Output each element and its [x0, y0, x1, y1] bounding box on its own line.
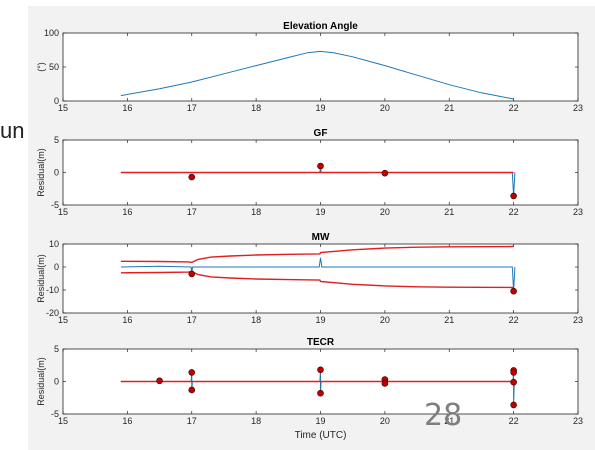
- x-tick-label: 20: [380, 416, 390, 426]
- y-tick-label: -20: [46, 308, 59, 318]
- x-tick-label: 16: [122, 103, 132, 113]
- y-axis-label: Residual(m): [36, 148, 46, 197]
- y-axis-label: (°): [36, 62, 46, 72]
- x-tick-label: 18: [251, 207, 261, 217]
- data-point: [510, 378, 517, 386]
- data-point: [188, 386, 196, 394]
- x-tick-label: 18: [251, 315, 261, 325]
- data-point: [381, 380, 389, 387]
- series-line-1: [120, 50, 514, 100]
- x-tick-label: 16: [122, 416, 132, 426]
- x-tick-label: 16: [122, 315, 132, 325]
- x-tick-label: 17: [187, 315, 197, 325]
- x-tick-label: 18: [251, 416, 261, 426]
- x-tick-label: 19: [315, 207, 325, 217]
- chart-panel-2: 15 16 17 18 19 20 21 22 23 -5 0 5 GF Residual(m): [36, 128, 583, 217]
- y-tick-label: 0: [54, 168, 59, 178]
- chart-title: Elevation Angle: [283, 21, 358, 32]
- page-number: 28: [424, 398, 463, 433]
- x-tick-label: 19: [315, 103, 325, 113]
- x-tick-label: 16: [122, 207, 132, 217]
- data-point: [510, 369, 517, 376]
- x-tick-label: 21: [444, 207, 454, 217]
- data-point: [188, 173, 196, 181]
- x-tick-label: 15: [58, 315, 68, 325]
- x-tick-label: 19: [315, 315, 325, 325]
- series-line-1: [120, 257, 516, 292]
- data-point: [381, 169, 389, 177]
- data-point: [317, 162, 324, 170]
- chart-title: MW: [312, 232, 330, 243]
- x-tick-label: 18: [251, 103, 261, 113]
- x-tick-label: 22: [509, 315, 519, 325]
- y-axis-label: Residual(m): [36, 254, 46, 303]
- x-tick-label: 21: [444, 103, 454, 113]
- x-tick-label: 19: [315, 416, 325, 426]
- chart-panel-3: 15 16 17 18 19 20 21 22 23 -20 -10 0 10 MW Residual(m): [36, 232, 583, 325]
- y-tick-label: 0: [54, 377, 59, 387]
- y-tick-label: -5: [51, 409, 59, 419]
- data-point: [317, 389, 324, 397]
- x-tick-label: 15: [58, 207, 68, 217]
- plot-area: [62, 243, 579, 314]
- y-tick-label: 100: [44, 28, 59, 38]
- x-tick-label: 23: [573, 315, 583, 325]
- data-point: [510, 287, 517, 295]
- slide-text-fragment: un: [0, 118, 25, 143]
- series-line-2: [120, 245, 514, 264]
- y-tick-label: -10: [46, 285, 59, 295]
- x-tick-label: 22: [509, 416, 519, 426]
- x-tick-label: 20: [380, 103, 390, 113]
- x-tick-label: 17: [187, 416, 197, 426]
- data-point: [188, 369, 196, 376]
- chart-panel-1: 15 16 17 18 19 20 21 22 23 0 50 100 Elevation Angle (…: [36, 21, 583, 113]
- x-tick-label: 21: [444, 416, 454, 426]
- y-tick-label: -5: [51, 200, 59, 210]
- y-tick-label: 50: [49, 62, 59, 72]
- x-tick-label: 22: [509, 103, 519, 113]
- chart-panel-4: 15 16 17 18 19 20 21 22 23 -5 0 5 TECR Residual(m) Tim…: [36, 337, 583, 441]
- chart-title: GF: [314, 128, 328, 139]
- x-tick-label: 21: [444, 315, 454, 325]
- data-point: [156, 377, 163, 385]
- y-tick-label: 10: [49, 239, 59, 249]
- y-axis-label: Residual(m): [36, 357, 46, 406]
- x-tick-label: 20: [380, 207, 390, 217]
- x-tick-label: 15: [58, 103, 68, 113]
- chart-title: TECR: [307, 337, 335, 348]
- data-point: [510, 192, 517, 200]
- x-tick-label: 23: [573, 207, 583, 217]
- x-tick-label: 17: [187, 207, 197, 217]
- data-point: [317, 366, 324, 374]
- x-axis-label: Time (UTC): [295, 430, 347, 441]
- plot-area: [62, 32, 579, 102]
- data-point: [188, 270, 196, 278]
- x-tick-label: 15: [58, 416, 68, 426]
- y-tick-label: 5: [54, 344, 59, 354]
- x-tick-label: 23: [573, 103, 583, 113]
- x-tick-label: 23: [573, 416, 583, 426]
- x-tick-label: 22: [509, 207, 519, 217]
- y-tick-label: 0: [54, 96, 59, 106]
- x-tick-label: 20: [380, 315, 390, 325]
- x-tick-label: 17: [187, 103, 197, 113]
- data-point: [510, 401, 517, 409]
- y-tick-label: 5: [54, 135, 59, 145]
- y-tick-label: 0: [54, 262, 59, 272]
